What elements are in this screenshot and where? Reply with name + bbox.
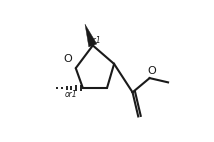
Text: O: O: [147, 66, 156, 76]
Text: or1: or1: [64, 90, 77, 99]
Text: O: O: [64, 54, 72, 64]
Polygon shape: [85, 24, 97, 47]
Text: or1: or1: [89, 36, 101, 45]
